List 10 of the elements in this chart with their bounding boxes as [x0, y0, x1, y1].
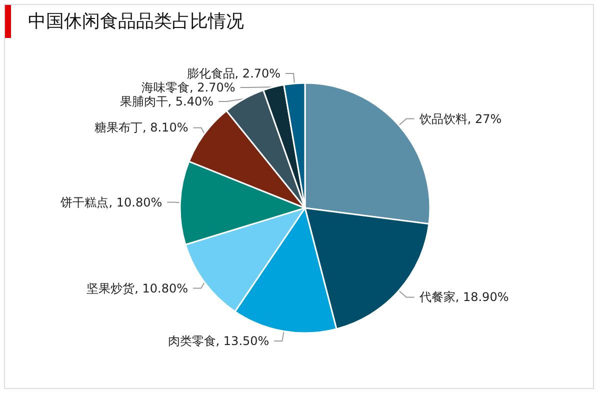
slice-label: 糖果布丁, 8.10% — [94, 120, 188, 135]
chart-title: 中国休闲食品品类占比情况 — [28, 10, 244, 33]
slice-label: 海味零食, 2.70% — [141, 80, 236, 94]
slice-label: 代餐家, 18.90% — [418, 290, 509, 304]
slice-label: 膨化食品, 2.70% — [186, 66, 281, 80]
slice-label: 肉类零食, 13.50% — [168, 334, 270, 348]
slice-label: 饮品饮料, 27% — [418, 112, 502, 126]
slice-label: 饼干糕点, 10.80% — [60, 195, 162, 210]
slice-label: 坚果炒货, 10.80% — [86, 281, 188, 296]
slice-label: 果脯肉干, 5.40% — [120, 94, 214, 108]
